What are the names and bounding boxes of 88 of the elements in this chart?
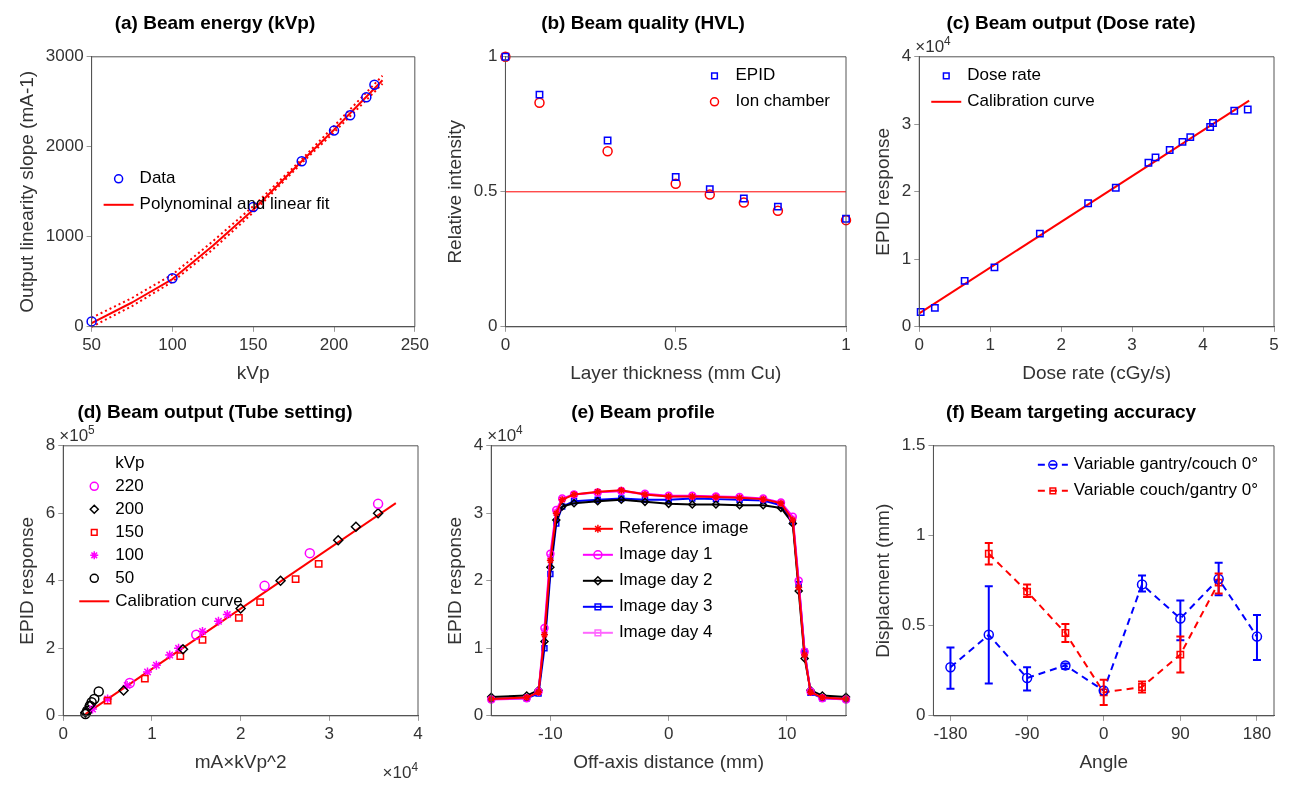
y-tick-label: 3 xyxy=(901,113,912,133)
x-tick-label: 0 xyxy=(663,723,674,743)
x-tick-label: 10 xyxy=(777,723,797,743)
y-axis-title: EPID response xyxy=(15,516,37,645)
x-tick-label: 5 xyxy=(1269,334,1279,354)
y-tick-label: 2 xyxy=(473,570,484,590)
legend-label: EPID xyxy=(735,65,776,85)
legend-label: Variable gantry/couch 0° xyxy=(1073,454,1259,474)
y-tick-label: 1 xyxy=(901,248,912,268)
x-axis-title: mA×kVp^2 xyxy=(194,750,287,772)
legend-label: Data xyxy=(139,168,177,188)
chart-title: (e) Beam profile xyxy=(571,400,715,422)
chart-title: (a) Beam energy (kVp) xyxy=(114,11,316,33)
y-tick-label: 6 xyxy=(45,502,56,522)
y-axis-title: EPID response xyxy=(443,516,465,645)
x-tick-label: -180 xyxy=(933,723,968,743)
legend-label: Dose rate xyxy=(967,65,1041,85)
legend-label: Image day 2 xyxy=(618,570,713,590)
legend-title: kVp xyxy=(115,452,145,472)
x-tick-label: 100 xyxy=(158,334,187,354)
y-tick-label: 1 xyxy=(487,46,498,66)
y-tick-label: 2000 xyxy=(45,136,84,156)
x-tick-label: 0 xyxy=(1098,723,1109,743)
x-tick-label: 3 xyxy=(324,723,335,743)
y-tick-label: 2 xyxy=(901,181,912,201)
y-tick-label: 1 xyxy=(915,525,926,545)
y-tick-label: 0 xyxy=(915,705,926,725)
x-axis-title: Layer thickness (mm Cu) xyxy=(570,361,782,383)
y-axis-title: Relative intensity xyxy=(443,119,465,264)
y-tick-label: 3000 xyxy=(45,46,84,66)
legend-label: Image day 3 xyxy=(618,596,713,616)
x-tick-label: -90 xyxy=(1014,723,1040,743)
x-axis-title: Dose rate (cGy/s) xyxy=(1022,361,1172,383)
legend-label: Reference image xyxy=(618,518,749,538)
x-tick-label: 250 xyxy=(400,334,430,354)
chart-title: (d) Beam output (Tube setting) xyxy=(77,400,353,422)
x-tick-label: 4 xyxy=(1198,334,1208,354)
x-tick-label: 0.5 xyxy=(663,334,688,354)
x-tick-label: 180 xyxy=(1242,723,1272,743)
y-tick-label: 0.5 xyxy=(901,615,926,635)
y-axis-title: Output linearity slope (mA-1) xyxy=(15,70,37,313)
x-tick-label: 4 xyxy=(413,723,423,743)
legend-label: 100 xyxy=(115,544,144,564)
x-tick-label: 90 xyxy=(1170,723,1190,743)
legend-label: Variable couch/gantry 0° xyxy=(1073,480,1259,500)
legend-label: 200 xyxy=(115,498,144,518)
x-tick-label: 1 xyxy=(841,334,851,354)
y-tick-label: 4 xyxy=(901,46,912,66)
x-tick-label: 2 xyxy=(235,723,246,743)
y-tick-label: 0 xyxy=(473,705,484,725)
x-tick-label: -10 xyxy=(538,723,563,743)
y-tick-label: 3 xyxy=(473,502,484,522)
x-tick-label: 1 xyxy=(147,723,157,743)
x-tick-label: 50 xyxy=(82,334,102,354)
x-axis-title: kVp xyxy=(236,361,270,383)
y-axis-title: Displacment (mm) xyxy=(871,503,893,658)
chart-title: (b) Beam quality (HVL) xyxy=(541,11,745,33)
legend-label: 50 xyxy=(115,567,135,587)
y-tick-label: 0.5 xyxy=(473,181,498,201)
y-tick-label: 1000 xyxy=(45,226,84,246)
y-tick-label: 0 xyxy=(487,316,498,336)
y-tick-label: 0 xyxy=(74,316,84,336)
legend-label: Image day 4 xyxy=(618,622,713,642)
y-tick-label: 8 xyxy=(45,435,56,455)
y-tick-label: 1 xyxy=(473,637,484,657)
x-tick-label: 150 xyxy=(239,334,268,354)
chart-title: (c) Beam output (Dose rate) xyxy=(946,11,1196,33)
legend-label: Ion chamber xyxy=(735,91,831,111)
x-axis-title: Off-axis distance (mm) xyxy=(573,750,764,772)
legend-label: Calibration curve xyxy=(967,91,1095,111)
x-tick-label: 2 xyxy=(1056,334,1066,354)
x-tick-label: 3 xyxy=(1127,334,1137,354)
y-tick-label: 2 xyxy=(45,637,56,657)
x-tick-label: 200 xyxy=(319,334,349,354)
chart-title: (f) Beam targeting accuracy xyxy=(945,400,1197,422)
y-axis-title: EPID response xyxy=(871,127,893,256)
y-tick-label: 0 xyxy=(45,705,56,725)
x-axis-title: Angle xyxy=(1079,750,1129,772)
legend-label: Image day 1 xyxy=(618,544,713,564)
legend-label: 220 xyxy=(115,475,144,495)
y-tick-label: 4 xyxy=(473,435,484,455)
legend-label: 150 xyxy=(115,521,144,541)
y-tick-label: 1.5 xyxy=(901,435,926,455)
y-tick-label: 4 xyxy=(45,570,56,590)
x-tick-label: 0 xyxy=(500,334,511,354)
x-tick-label: 1 xyxy=(985,334,995,354)
y-tick-label: 0 xyxy=(901,316,912,336)
legend-label: Calibration curve xyxy=(115,590,243,610)
